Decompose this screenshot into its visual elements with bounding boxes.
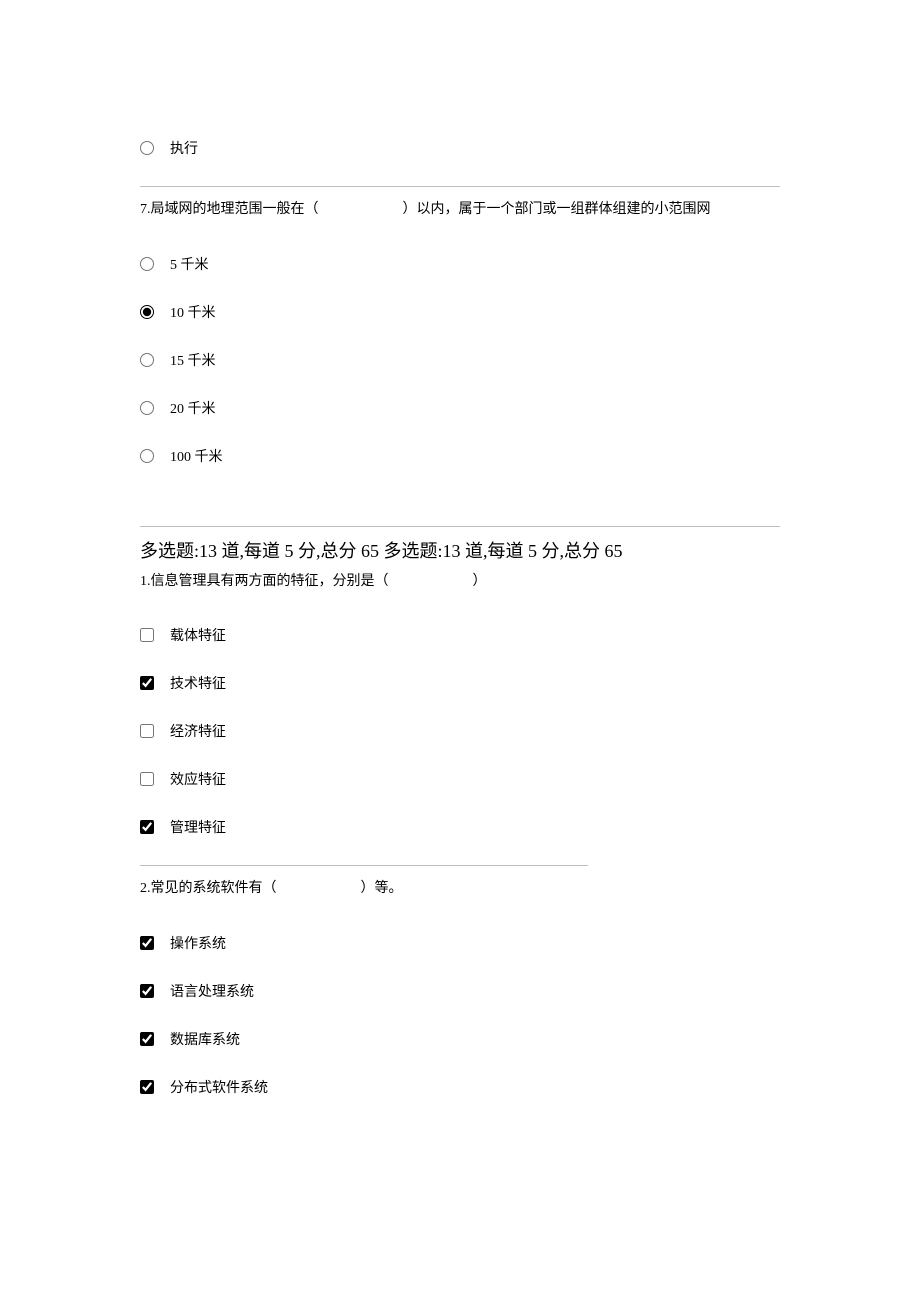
option-label: 15 千米 [170,350,216,370]
prev-question-option: 执行 [140,138,780,158]
radio-q7-a[interactable] [140,257,154,271]
mq1-option-c: 经济特征 [140,721,780,741]
checkbox-mq2-d[interactable] [140,1080,154,1094]
mq2-option-a: 操作系统 [140,933,780,953]
option-label: 管理特征 [170,817,226,837]
mq1-option-a: 载体特征 [140,625,780,645]
section-title-multiple-choice: 多选题:13 道,每道 5 分,总分 65 多选题:13 道,每道 5 分,总分… [140,537,780,563]
checkbox-mq1-b[interactable] [140,676,154,690]
checkbox-mq1-c[interactable] [140,724,154,738]
mq2-option-d: 分布式软件系统 [140,1077,780,1097]
option-label: 执行 [170,138,198,158]
divider [140,186,780,187]
option-label: 5 千米 [170,254,209,274]
mq1-option-e: 管理特征 [140,817,780,837]
checkbox-mq1-d[interactable] [140,772,154,786]
mq1-option-d: 效应特征 [140,769,780,789]
q7-option-c: 15 千米 [140,350,780,370]
page-content: 执行 7.局域网的地理范围一般在（ ）以内，属于一个部门或一组群体组建的小范围网… [0,0,920,1185]
option-label: 数据库系统 [170,1029,240,1049]
mq2-option-b: 语言处理系统 [140,981,780,1001]
option-label: 经济特征 [170,721,226,741]
divider [140,526,780,527]
mq2-option-c: 数据库系统 [140,1029,780,1049]
radio-q7-b[interactable] [140,305,154,319]
radio-q7-d[interactable] [140,401,154,415]
q7-option-b: 10 千米 [140,302,780,322]
option-label: 100 千米 [170,446,223,466]
q7-text: 7.局域网的地理范围一般在（ ）以内，属于一个部门或一组群体组建的小范围网 [140,197,780,224]
checkbox-mq1-e[interactable] [140,820,154,834]
mq1-option-b: 技术特征 [140,673,780,693]
mq1-text: 1.信息管理具有两方面的特征，分别是（ ） [140,569,780,596]
checkbox-mq2-c[interactable] [140,1032,154,1046]
option-label: 操作系统 [170,933,226,953]
q7-option-a: 5 千米 [140,254,780,274]
checkbox-mq2-b[interactable] [140,984,154,998]
radio-prev-option[interactable] [140,141,154,155]
checkbox-mq1-a[interactable] [140,628,154,642]
option-label: 载体特征 [170,625,226,645]
option-label: 效应特征 [170,769,226,789]
checkbox-mq2-a[interactable] [140,936,154,950]
radio-q7-c[interactable] [140,353,154,367]
q7-option-e: 100 千米 [140,446,780,466]
divider [140,865,588,866]
option-label: 20 千米 [170,398,216,418]
q7-option-d: 20 千米 [140,398,780,418]
radio-q7-e[interactable] [140,449,154,463]
option-label: 技术特征 [170,673,226,693]
mq2-text: 2.常见的系统软件有（ ）等。 [140,876,780,903]
option-label: 分布式软件系统 [170,1077,268,1097]
option-label: 10 千米 [170,302,216,322]
option-label: 语言处理系统 [170,981,254,1001]
